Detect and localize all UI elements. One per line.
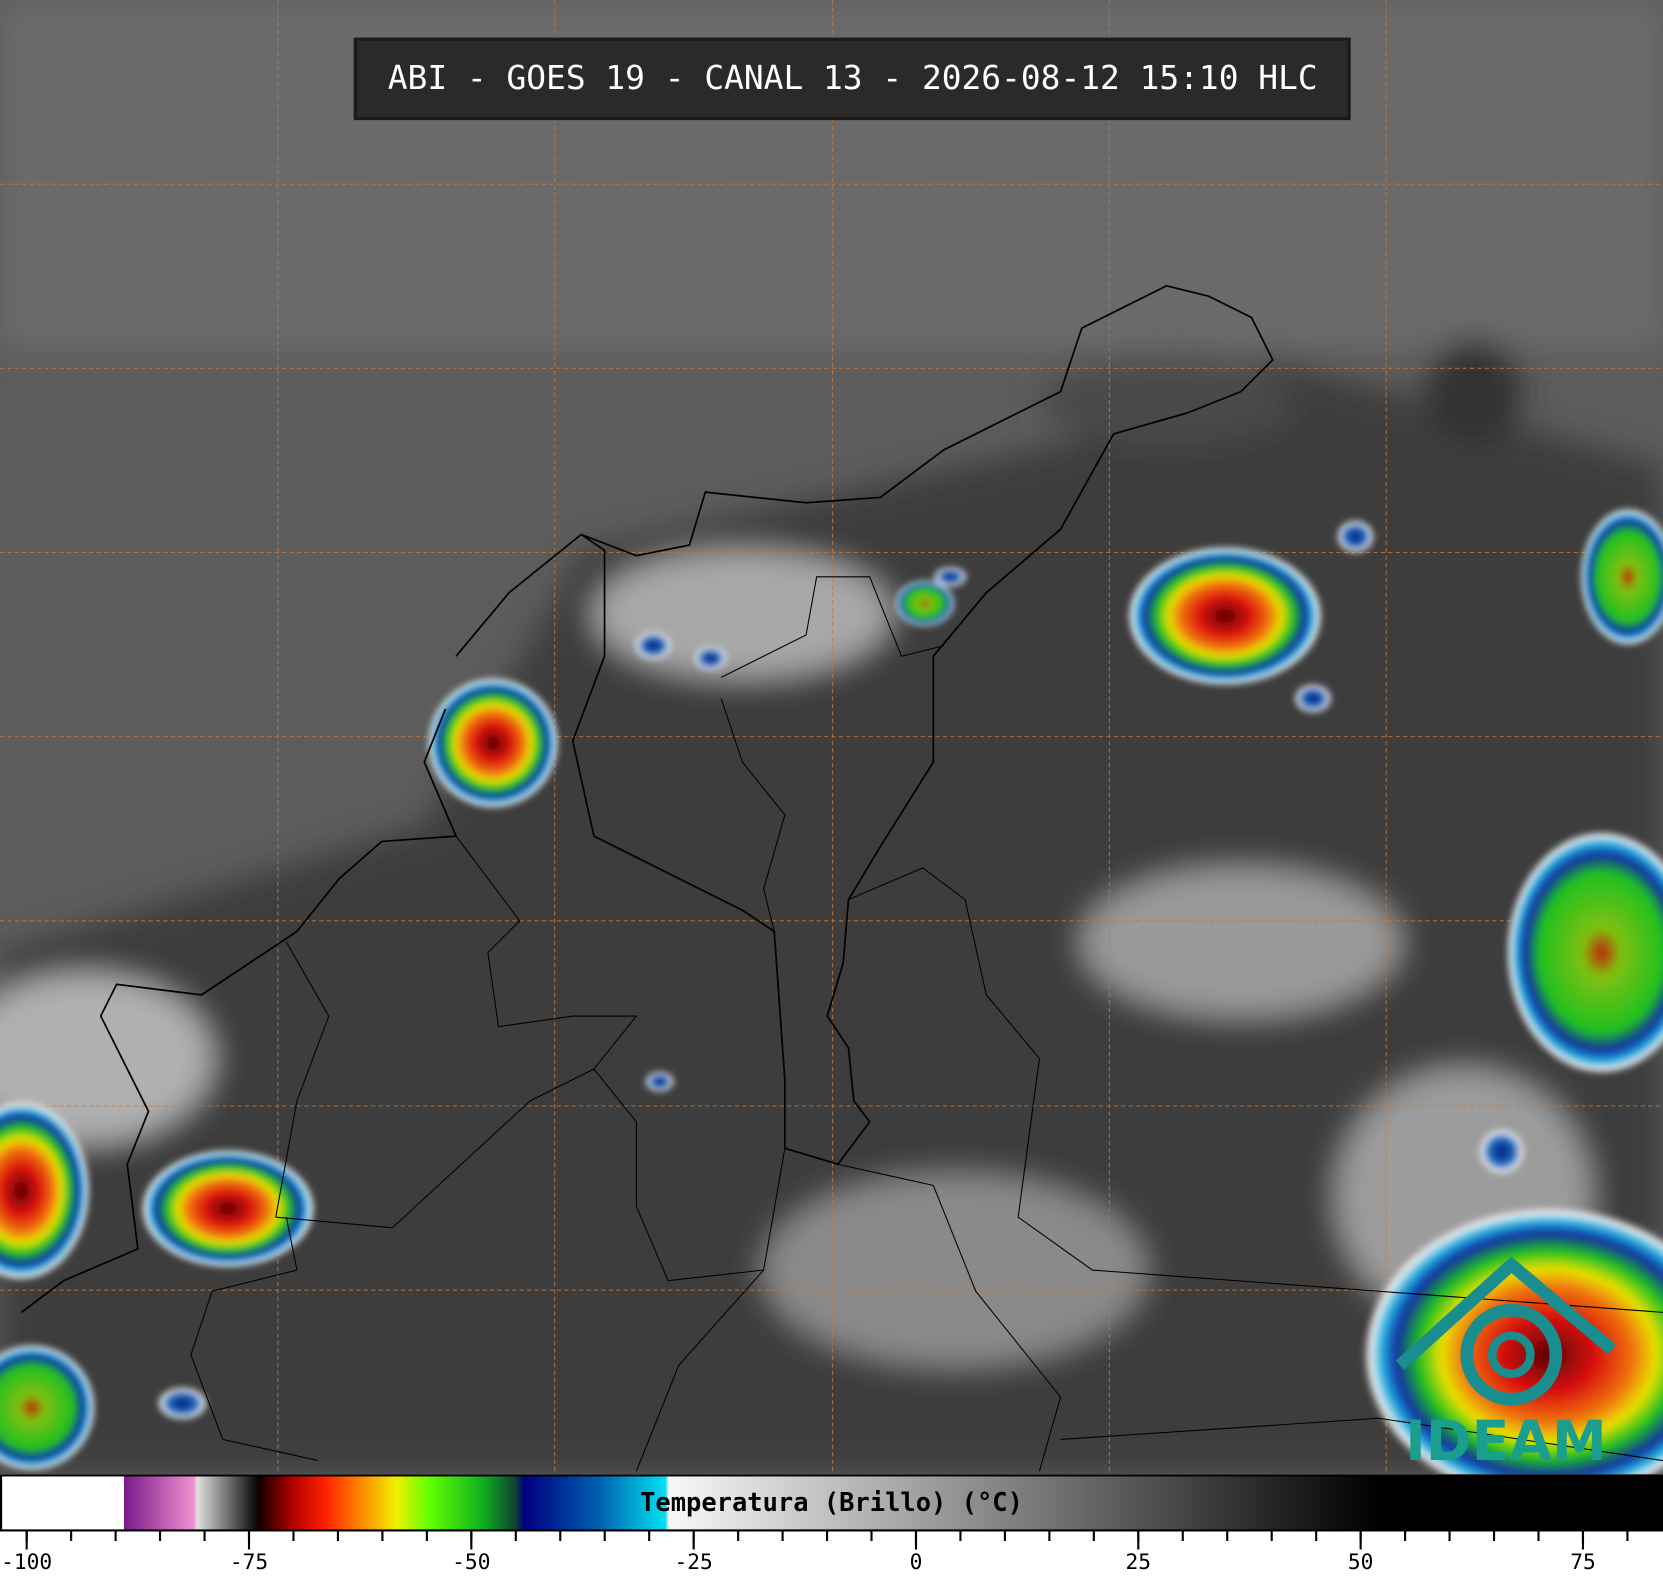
logo: IDEAM xyxy=(1395,1256,1617,1473)
tick-label: 75 xyxy=(1570,1549,1596,1574)
tick-label: -50 xyxy=(452,1549,490,1574)
coastline xyxy=(20,284,1274,1314)
colorbar-label: Temperatura (Brillo) (°C) xyxy=(640,1487,1023,1517)
title-box xyxy=(353,37,1351,121)
logo-text: IDEAM xyxy=(1405,1409,1606,1473)
colorbar xyxy=(0,1474,1663,1532)
title: ABI - GOES 19 - CANAL 13 - 2026-08-12 15… xyxy=(388,59,1318,97)
tick-label: 0 xyxy=(910,1549,923,1574)
tick-label: 25 xyxy=(1126,1549,1152,1574)
tick-label: -100 xyxy=(1,1549,52,1574)
tick-label: 50 xyxy=(1348,1549,1374,1574)
colorbar-ticks: -100 -75 -50 -25 0 25 50 75 xyxy=(1,1530,1629,1574)
convective-cells xyxy=(0,508,1663,1503)
tick-label: -25 xyxy=(675,1549,713,1574)
admin-borders xyxy=(190,576,1663,1472)
tick-label: -75 xyxy=(230,1549,268,1574)
